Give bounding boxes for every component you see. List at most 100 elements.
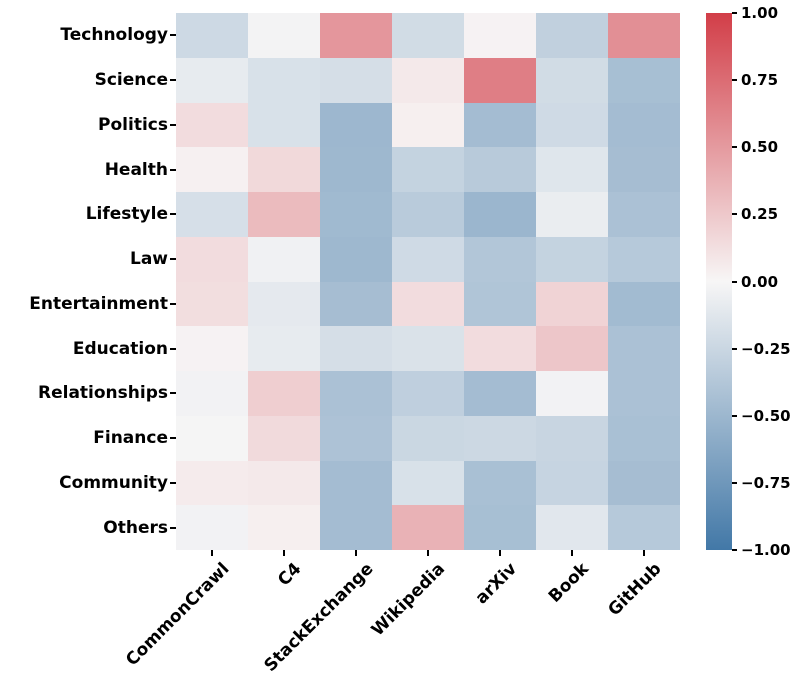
heatmap-cell (536, 505, 608, 550)
x-axis-label: CommonCrawl (121, 559, 234, 671)
heatmap-cell (464, 236, 536, 282)
heatmap-cell (392, 415, 464, 461)
heatmap-cell (464, 460, 536, 506)
heatmap-cell (176, 505, 248, 550)
colorbar-tick-label: 0.75 (741, 71, 779, 90)
heatmap-cell (608, 236, 680, 282)
x-axis-tick (355, 550, 357, 556)
heatmap-cell (248, 460, 320, 506)
heatmap-cell (536, 371, 608, 416)
heatmap-cell (608, 147, 680, 192)
colorbar-tick-label: −0.50 (741, 406, 791, 425)
heatmap-cell (248, 371, 320, 416)
heatmap-cell (176, 192, 248, 237)
heatmap-cell (320, 460, 392, 506)
heatmap-cell (320, 102, 392, 148)
colorbar-tick (732, 549, 737, 551)
y-axis-tick (170, 168, 176, 171)
heatmap-cell (320, 281, 392, 327)
y-axis-label: Law (129, 249, 168, 270)
heatmap-cell (176, 147, 248, 192)
heatmap-cell (248, 102, 320, 148)
heatmap-cell (536, 415, 608, 461)
heatmap-cell (320, 236, 392, 282)
heatmap-cell (464, 57, 536, 103)
x-axis-tick (283, 550, 285, 556)
y-axis-label: Relationships (38, 383, 168, 404)
heatmap-cell (248, 505, 320, 550)
x-axis-tick (211, 550, 213, 556)
heatmap-grid (176, 13, 680, 550)
heatmap-cell (464, 371, 536, 416)
heatmap-cell (464, 192, 536, 237)
x-axis-label: Book (545, 559, 594, 607)
colorbar-gradient (706, 13, 732, 550)
heatmap-cell (464, 505, 536, 550)
heatmap-cell (536, 460, 608, 506)
heatmap-cell (392, 460, 464, 506)
y-axis-tick (170, 123, 176, 126)
heatmap-cell (464, 102, 536, 148)
heatmap-cell (536, 147, 608, 192)
y-axis-label: Education (72, 338, 168, 359)
colorbar-tick-label: −0.25 (741, 339, 791, 358)
heatmap-cell (176, 371, 248, 416)
heatmap-cell (248, 415, 320, 461)
heatmap-cell (248, 13, 320, 58)
colorbar-tick-label: 0.25 (741, 205, 779, 224)
y-axis-label: Lifestyle (85, 204, 168, 225)
heatmap-cell (320, 326, 392, 371)
heatmap-cell (608, 505, 680, 550)
heatmap-cell (464, 415, 536, 461)
heatmap-cell (536, 281, 608, 327)
heatmap-cell (464, 326, 536, 371)
x-axis-label: Wikipedia (367, 559, 450, 641)
heatmap-cell (608, 371, 680, 416)
colorbar-tick (732, 146, 737, 149)
x-axis-label: arXiv (471, 559, 522, 609)
heatmap-cell (392, 281, 464, 327)
heatmap-cell (536, 236, 608, 282)
heatmap-cell (320, 57, 392, 103)
y-axis-tick (170, 302, 176, 305)
colorbar-tick-label: −0.75 (741, 473, 791, 492)
colorbar-tick (732, 79, 737, 82)
heatmap-cell (176, 57, 248, 103)
heatmap-cell (176, 102, 248, 148)
heatmap-cell (248, 57, 320, 103)
heatmap-cell (536, 102, 608, 148)
y-axis-label: Others (103, 517, 168, 538)
heatmap-cell (248, 147, 320, 192)
x-axis-label: C4 (273, 559, 306, 591)
heatmap-cell (392, 236, 464, 282)
y-axis-tick (170, 258, 176, 261)
y-axis-tick (170, 437, 176, 440)
heatmap-cell (608, 415, 680, 461)
heatmap-cell (176, 281, 248, 327)
heatmap-cell (392, 192, 464, 237)
colorbar-tick (732, 280, 737, 283)
colorbar-tick-label: −1.00 (741, 541, 791, 559)
x-axis-tick (499, 550, 501, 556)
x-axis-tick (571, 550, 573, 556)
y-axis-label: Finance (93, 428, 168, 449)
colorbar-tick (732, 481, 737, 484)
heatmap-cell (392, 326, 464, 371)
heatmap-cell (464, 281, 536, 327)
y-axis-label: Entertainment (29, 293, 168, 314)
y-axis-label: Technology (60, 25, 168, 46)
heatmap-cell (536, 326, 608, 371)
heatmap-cell (176, 13, 248, 58)
heatmap-cell (392, 147, 464, 192)
heatmap-cell (176, 460, 248, 506)
x-axis-tick (427, 550, 429, 556)
colorbar-tick-label: 1.00 (741, 4, 779, 22)
heatmap-cell (608, 460, 680, 506)
heatmap-cell (320, 192, 392, 237)
heatmap-cell (320, 371, 392, 416)
heatmap-cell (392, 371, 464, 416)
colorbar-tick (732, 414, 737, 417)
y-axis-tick (170, 526, 176, 529)
heatmap-cell (392, 57, 464, 103)
